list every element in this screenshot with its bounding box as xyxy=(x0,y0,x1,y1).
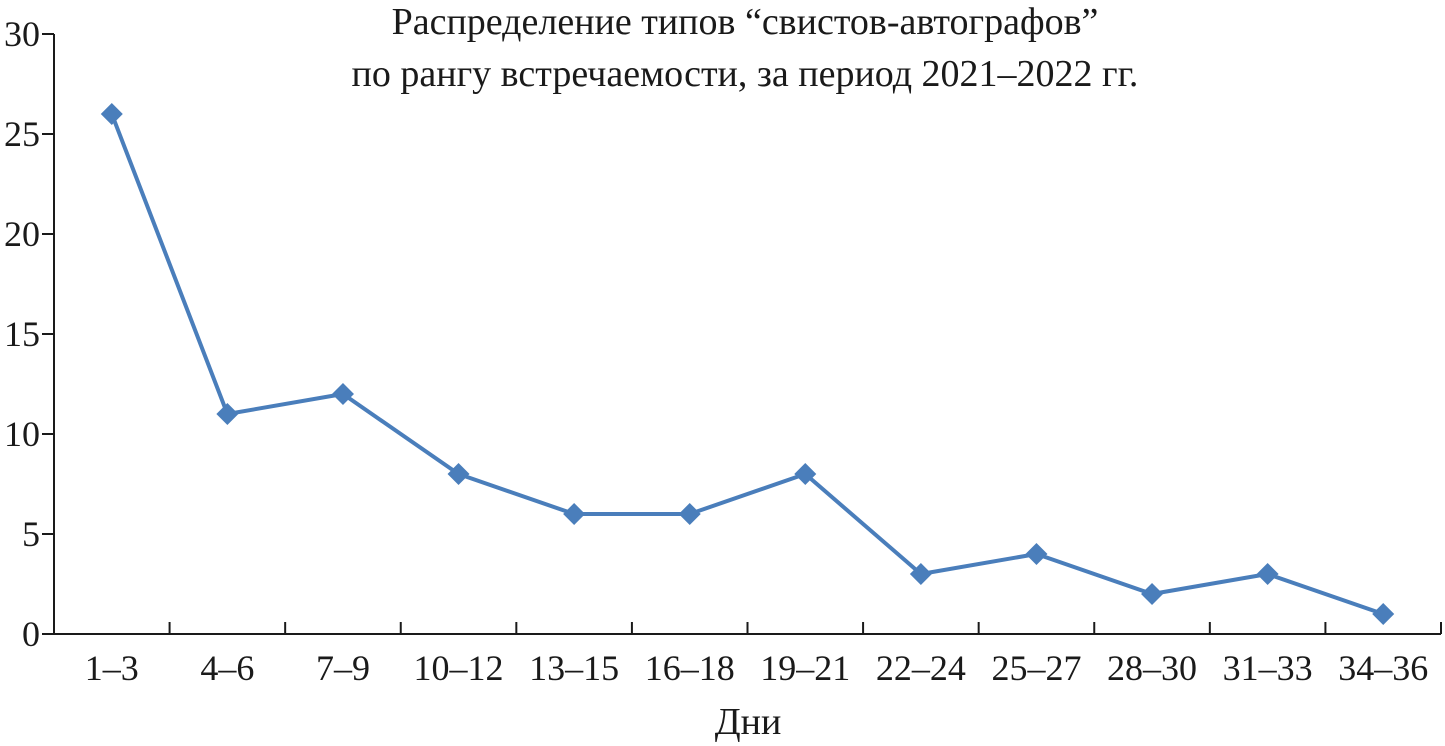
x-tick-label: 28–30 xyxy=(1107,648,1197,688)
x-tick-label: 34–36 xyxy=(1338,648,1428,688)
y-tick-label: 25 xyxy=(4,114,40,154)
chart-title: Распределение типов “свистов-автографов”… xyxy=(352,1,1139,95)
data-point-marker xyxy=(678,503,701,525)
x-tick-label: 4–6 xyxy=(200,648,254,688)
data-point-marker xyxy=(100,103,123,125)
y-axis-ticks: 0 5 10 15 20 25 30 xyxy=(4,14,54,654)
x-tick-label: 1–3 xyxy=(85,648,139,688)
y-tick-label: 0 xyxy=(22,614,40,654)
data-point-marker xyxy=(1025,543,1048,565)
data-point-marker xyxy=(563,503,586,525)
data-point-marker xyxy=(447,463,470,485)
y-tick-label: 15 xyxy=(4,314,40,354)
data-point-marker xyxy=(1256,563,1279,585)
chart-title-line-1: Распределение типов “свистов-автографов” xyxy=(392,1,1099,43)
y-tick-label: 30 xyxy=(4,14,40,54)
x-tick-label: 22–24 xyxy=(876,648,966,688)
data-point-marker xyxy=(909,563,932,585)
x-tick-label: 10–12 xyxy=(414,648,504,688)
axes xyxy=(53,34,1441,635)
data-point-marker xyxy=(331,383,354,405)
series-line xyxy=(109,113,1384,616)
x-tick-label: 7–9 xyxy=(316,648,370,688)
data-point-marker xyxy=(794,463,817,485)
x-tick-label: 16–18 xyxy=(645,648,735,688)
y-tick-label: 10 xyxy=(4,414,40,454)
data-point-marker xyxy=(1372,603,1395,625)
x-axis-ticks: 1–3 4–6 7–9 10–12 13–15 16–18 19–21 22–24 25–27 2… xyxy=(85,622,1442,688)
x-tick-label: 25–27 xyxy=(991,648,1081,688)
data-point-marker xyxy=(216,403,239,425)
x-tick-label: 31–33 xyxy=(1223,648,1313,688)
data-point-marker xyxy=(1141,583,1164,605)
y-tick-label: 20 xyxy=(4,214,40,254)
series-group xyxy=(100,103,1395,625)
x-tick-label: 13–15 xyxy=(529,648,619,688)
y-tick-label: 5 xyxy=(22,514,40,554)
chart-title-line-2: по рангу встречаемости, за период 2021–2… xyxy=(352,53,1139,95)
x-tick-label: 19–21 xyxy=(760,648,850,688)
x-axis-label: Дни xyxy=(715,701,782,743)
